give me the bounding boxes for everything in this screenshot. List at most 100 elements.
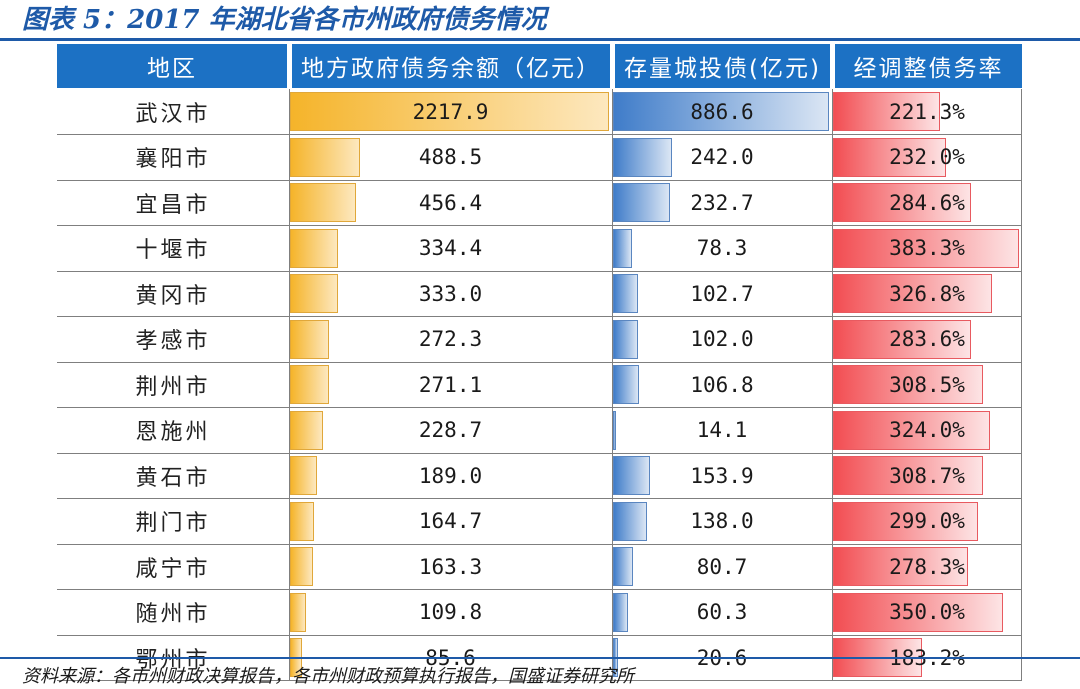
debt-cell: 189.0	[289, 453, 612, 498]
debt-cell: 109.8	[289, 590, 612, 635]
rate-bar	[833, 592, 1003, 632]
rate-bar	[833, 183, 972, 222]
rate-cell: 299.0%	[832, 499, 1022, 544]
rate-cell: 383.3%	[832, 226, 1022, 271]
region-label: 武汉市	[135, 101, 211, 127]
bond-value: 102.7	[690, 281, 754, 306]
bond-bar	[613, 501, 647, 541]
debt-bar	[290, 228, 339, 268]
debt-cell: 272.3	[289, 317, 612, 362]
rate-value: 299.0%	[889, 509, 965, 533]
debt-table: 地区 地方政府债务余额（亿元） 存量城投债(亿元) 经调整债务率 武汉市 2217…	[57, 44, 1022, 681]
rate-value: 326.8%	[889, 281, 965, 306]
debt-value: 2217.9	[412, 99, 489, 124]
bond-bar	[613, 456, 651, 495]
bond-bar	[613, 183, 670, 222]
debt-bar	[290, 365, 329, 404]
rate-cell: 350.0%	[832, 590, 1022, 635]
debt-value: 333.0	[418, 281, 483, 306]
bond-bar	[613, 92, 829, 131]
region-label: 鄂州市	[135, 647, 211, 673]
debt-bar	[290, 183, 356, 222]
header-debt: 地方政府债务余额（亿元）	[292, 44, 610, 88]
table-row: 孝感市 272.3 102.0 283.6%	[57, 317, 1022, 363]
bond-bar	[613, 365, 640, 404]
rate-bar	[833, 319, 971, 359]
region-label: 襄阳市	[135, 147, 211, 172]
rate-cell: 232.0%	[832, 135, 1022, 180]
bond-value: 106.8	[690, 372, 754, 397]
rate-value: 308.5%	[889, 372, 965, 397]
debt-cell: 164.7	[289, 499, 612, 544]
rate-value: 324.0%	[889, 418, 965, 442]
rate-cell: 308.7%	[832, 453, 1022, 498]
rate-cell: 324.0%	[832, 408, 1022, 453]
debt-bar	[290, 592, 306, 632]
bond-cell: 80.7	[612, 544, 832, 589]
debt-bar	[290, 319, 330, 359]
rate-bar	[833, 410, 991, 450]
rate-bar	[833, 228, 1019, 268]
bond-value: 232.7	[690, 190, 754, 215]
bond-cell: 102.0	[612, 317, 832, 362]
debt-cell: 456.4	[289, 180, 612, 225]
rate-value: 284.6%	[889, 190, 965, 215]
region-label: 荆州市	[135, 374, 211, 400]
debt-value: 271.1	[418, 372, 483, 397]
region-label: 荆门市	[135, 511, 211, 536]
column-divider	[289, 89, 290, 681]
rate-value: 383.3%	[889, 236, 965, 260]
bond-value: 138.0	[690, 509, 754, 533]
bond-cell: 102.7	[612, 271, 832, 316]
bond-value: 14.1	[696, 418, 748, 442]
table-row: 随州市 109.8 60.3 350.0%	[57, 590, 1022, 636]
bond-cell: 242.0	[612, 135, 832, 180]
debt-value: 334.4	[418, 236, 483, 260]
bond-cell: 60.3	[612, 590, 832, 635]
debt-bar	[290, 547, 314, 586]
debt-value: 228.7	[418, 418, 483, 442]
region-label: 孝感市	[135, 329, 211, 354]
header-rate: 经调整债务率	[835, 44, 1022, 88]
region-label: 恩施州	[135, 420, 211, 445]
debt-value: 456.4	[418, 190, 483, 215]
column-divider	[832, 89, 833, 681]
rate-value: 232.0%	[889, 145, 965, 169]
bond-cell: 232.7	[612, 180, 832, 225]
rate-cell: 308.5%	[832, 362, 1022, 407]
region-label: 咸宁市	[135, 556, 211, 582]
debt-cell: 163.3	[289, 544, 612, 589]
bond-cell: 14.1	[612, 408, 832, 453]
debt-cell: 333.0	[289, 271, 612, 316]
bond-value: 886.6	[690, 99, 754, 124]
bond-cell: 153.9	[612, 453, 832, 498]
header-bond: 存量城投债(亿元)	[615, 44, 830, 88]
rate-bar	[833, 365, 983, 404]
source-rule	[0, 657, 1080, 659]
debt-bar	[290, 456, 318, 495]
table-row: 宜昌市 456.4 232.7 284.6%	[57, 180, 1022, 226]
column-divider	[612, 89, 613, 681]
rate-bar	[833, 456, 983, 495]
debt-bar	[290, 92, 609, 131]
title-rule	[0, 38, 1080, 41]
rate-cell: 283.6%	[832, 317, 1022, 362]
rate-value: 308.7%	[889, 463, 965, 488]
debt-bar	[290, 410, 323, 450]
bond-cell: 138.0	[612, 499, 832, 544]
bond-value: 102.0	[690, 327, 754, 351]
rate-value: 283.6%	[889, 327, 965, 351]
debt-value: 163.3	[418, 554, 483, 579]
region-label: 随州市	[135, 602, 211, 627]
debt-value: 189.0	[418, 463, 483, 488]
debt-cell: 2217.9	[289, 89, 612, 134]
region-label: 宜昌市	[135, 192, 211, 218]
bond-cell: 886.6	[612, 89, 832, 134]
bond-bar	[613, 592, 628, 632]
table-row: 襄阳市 488.5 242.0 232.0%	[57, 135, 1022, 181]
debt-cell: 271.1	[289, 362, 612, 407]
region-label: 十堰市	[135, 238, 211, 263]
region-label: 黄石市	[135, 465, 211, 491]
bond-bar	[613, 228, 633, 268]
table-row: 武汉市 2217.9 886.6 221.3%	[57, 89, 1022, 135]
